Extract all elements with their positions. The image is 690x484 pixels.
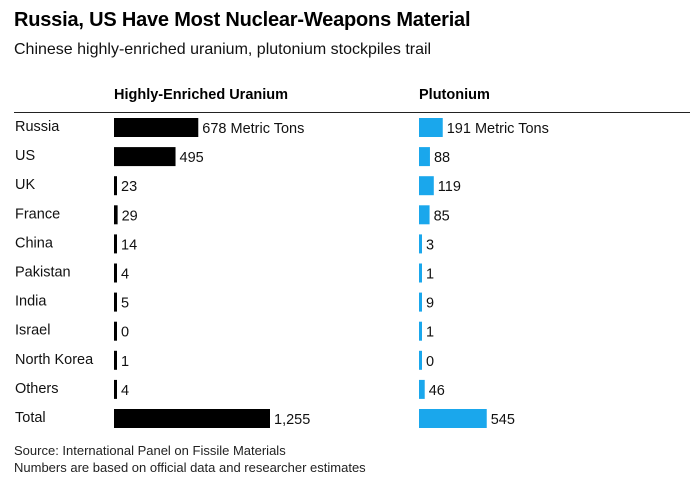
plutonium-value-us: 88 bbox=[434, 150, 450, 166]
chart-subtitle: Chinese highly-enriched uranium, plutoni… bbox=[14, 41, 432, 58]
header-rule bbox=[14, 112, 690, 113]
heu-value-india: 5 bbox=[121, 296, 129, 312]
plutonium-bar-north-korea bbox=[419, 350, 422, 370]
plutonium-value-china: 3 bbox=[426, 237, 434, 253]
heu-value-pakistan: 4 bbox=[121, 267, 129, 283]
heu-bar-uk bbox=[114, 176, 117, 196]
plutonium-value-france: 85 bbox=[434, 208, 450, 224]
heu-value-uk: 23 bbox=[121, 179, 137, 195]
plutonium-column-header: Plutonium bbox=[419, 87, 490, 103]
heu-value-others: 4 bbox=[121, 383, 129, 399]
heu-bar-france bbox=[114, 205, 118, 225]
plutonium-value-israel: 1 bbox=[426, 325, 434, 341]
heu-bar-china bbox=[114, 234, 117, 254]
footnote-text: Numbers are based on official data and r… bbox=[14, 460, 366, 475]
heu-bar-pakistan bbox=[114, 263, 117, 283]
plutonium-bar-china bbox=[419, 234, 422, 254]
heu-bar-india bbox=[114, 292, 117, 312]
category-label-pakistan: Pakistan bbox=[15, 265, 71, 281]
plutonium-value-india: 9 bbox=[426, 296, 434, 312]
plutonium-bar-india bbox=[419, 292, 422, 312]
heu-bar-total bbox=[114, 409, 270, 428]
category-label-north-korea: North Korea bbox=[15, 352, 94, 368]
category-label-others: Others bbox=[15, 381, 59, 397]
plutonium-bar-russia bbox=[419, 118, 443, 137]
heu-bar-israel bbox=[114, 321, 117, 341]
plutonium-bar-france bbox=[419, 205, 430, 225]
plutonium-bar-total bbox=[419, 409, 487, 428]
plutonium-bar-others bbox=[419, 379, 425, 399]
heu-column-header: Highly-Enriched Uranium bbox=[114, 87, 289, 103]
heu-bar-north-korea bbox=[114, 350, 117, 370]
plutonium-value-others: 46 bbox=[429, 383, 445, 399]
chart-title: Russia, US Have Most Nuclear-Weapons Mat… bbox=[14, 9, 471, 31]
source-note: Source: International Panel on Fissile M… bbox=[14, 442, 366, 476]
plutonium-bar-uk bbox=[419, 176, 434, 196]
category-label-total: Total bbox=[15, 410, 46, 426]
category-label-france: France bbox=[15, 206, 60, 222]
plutonium-value-pakistan: 1 bbox=[426, 267, 434, 283]
plutonium-value-uk: 119 bbox=[438, 179, 461, 195]
category-label-china: China bbox=[15, 235, 54, 251]
heu-value-russia: 678 Metric Tons bbox=[202, 121, 304, 137]
heu-value-us: 495 bbox=[180, 150, 204, 166]
category-label-india: India bbox=[15, 294, 47, 310]
category-label-russia: Russia bbox=[15, 119, 60, 135]
heu-value-total: 1,255 bbox=[274, 412, 310, 428]
plutonium-bar-us bbox=[419, 147, 430, 167]
heu-value-north-korea: 1 bbox=[121, 354, 129, 370]
category-label-israel: Israel bbox=[15, 323, 50, 339]
category-label-uk: UK bbox=[15, 177, 35, 193]
plutonium-value-north-korea: 0 bbox=[426, 354, 434, 370]
heu-value-china: 14 bbox=[121, 237, 137, 253]
plutonium-value-russia: 191 Metric Tons bbox=[447, 121, 549, 137]
heu-value-israel: 0 bbox=[121, 325, 129, 341]
heu-value-france: 29 bbox=[122, 208, 138, 224]
plutonium-bar-pakistan bbox=[419, 263, 422, 283]
plutonium-value-total: 545 bbox=[491, 412, 515, 428]
plutonium-bar-israel bbox=[419, 321, 422, 341]
heu-bar-us bbox=[114, 147, 176, 167]
heu-bar-others bbox=[114, 379, 117, 399]
category-label-us: US bbox=[15, 148, 35, 164]
source-text: Source: International Panel on Fissile M… bbox=[14, 443, 286, 458]
heu-bar-russia bbox=[114, 118, 199, 137]
